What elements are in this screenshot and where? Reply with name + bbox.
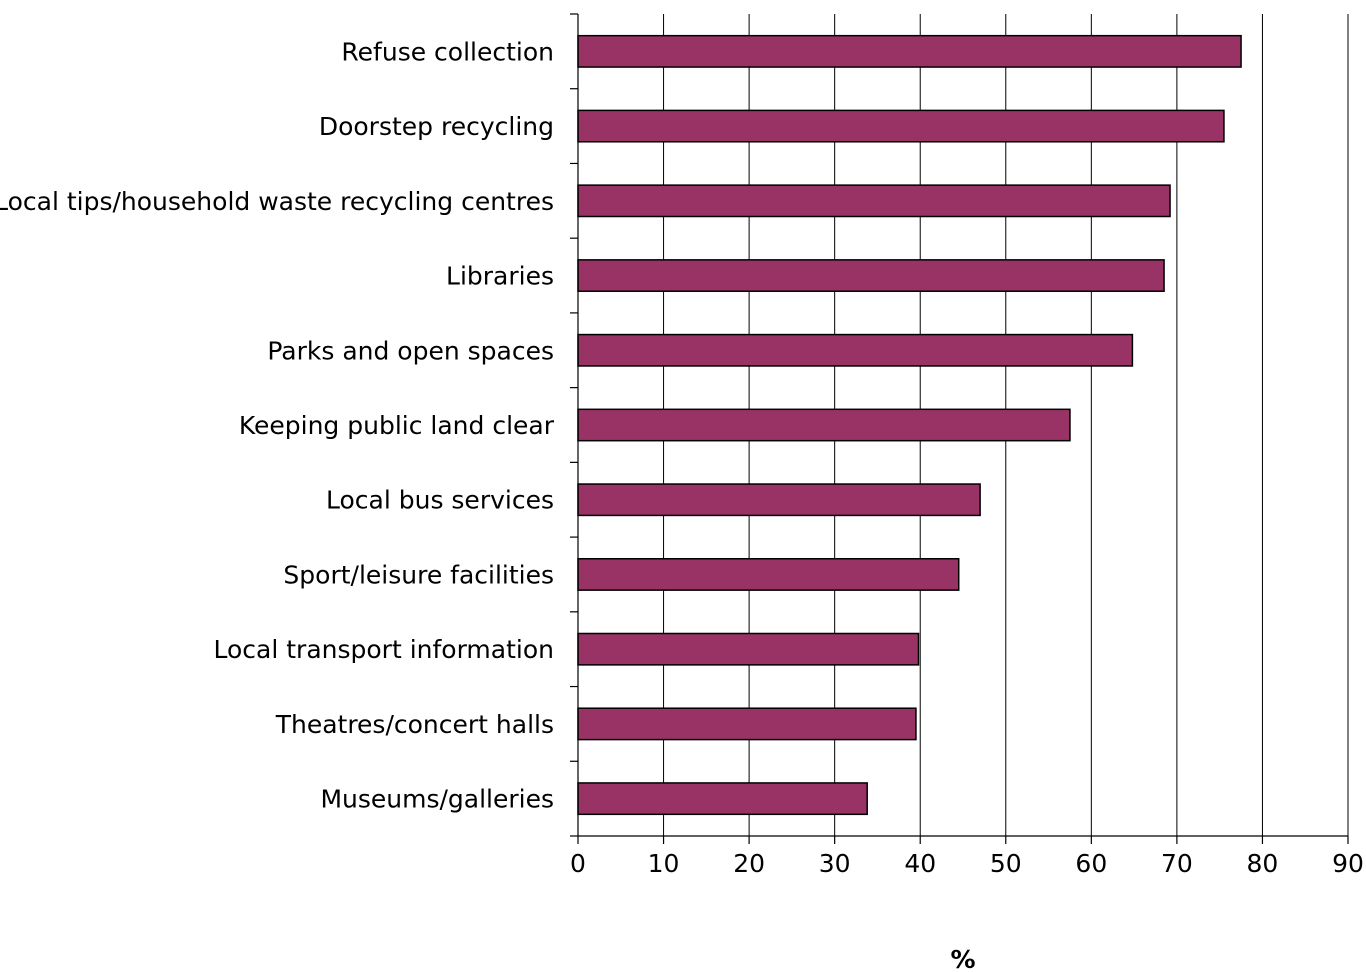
x-tick-label-8: 80: [1247, 849, 1279, 878]
bar-6: [577, 483, 981, 517]
x-tick-label-5: 50: [990, 849, 1022, 878]
x-tick-label-3: 30: [819, 849, 851, 878]
category-label-8: Local transport information: [214, 635, 555, 664]
x-tick-label-9: 90: [1332, 849, 1364, 878]
x-tick-label-1: 10: [648, 849, 680, 878]
bar-8: [577, 632, 920, 666]
category-label-6: Local bus services: [326, 486, 554, 515]
category-labels: Refuse collection Doorstep recycling Local…: [0, 37, 555, 813]
x-tick-label-4: 40: [904, 849, 936, 878]
category-label-2: Local tips/household waste recycling cen…: [0, 187, 554, 216]
bar-2: [577, 184, 1171, 218]
category-label-0: Refuse collection: [341, 37, 554, 66]
bar-7: [577, 558, 960, 591]
bar-4: [577, 333, 1134, 367]
bar-0: [577, 34, 1242, 68]
x-tick-label-6: 60: [1075, 849, 1107, 878]
axes: [570, 13, 1349, 844]
x-tick-label-7: 70: [1161, 849, 1193, 878]
x-tick-label-0: 0: [570, 849, 586, 878]
category-label-5: Keeping public land clear: [239, 411, 555, 440]
category-label-3: Libraries: [446, 262, 554, 291]
x-tick-labels: 0 10 20 30 40 50 60 70 80 90: [570, 849, 1364, 878]
category-label-1: Doorstep recycling: [319, 112, 554, 141]
x-tick-label-2: 20: [733, 849, 765, 878]
bar-10: [577, 782, 868, 816]
bar-1: [577, 109, 1225, 143]
category-label-4: Parks and open spaces: [267, 336, 554, 365]
bar-9: [577, 707, 917, 741]
category-label-9: Theatres/concert halls: [275, 710, 554, 739]
category-label-10: Museums/galleries: [320, 785, 554, 814]
bar-3: [577, 259, 1165, 292]
x-axis-title: %: [950, 945, 975, 972]
category-label-7: Sport/leisure facilities: [283, 560, 554, 589]
bars: [577, 34, 1242, 816]
bar-5: [577, 408, 1071, 442]
